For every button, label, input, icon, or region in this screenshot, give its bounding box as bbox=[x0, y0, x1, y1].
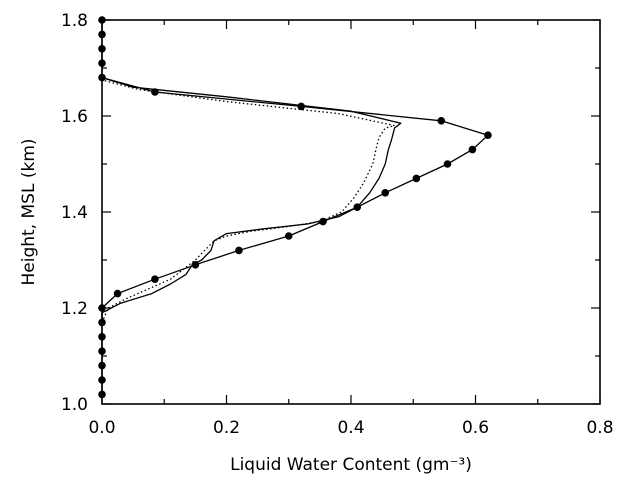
data-point bbox=[98, 73, 106, 82]
y-tick-label: 1.0 bbox=[61, 395, 88, 415]
x-tick-label: 0.8 bbox=[586, 418, 613, 438]
data-point bbox=[98, 304, 106, 312]
data-point bbox=[98, 318, 106, 327]
data-point bbox=[437, 117, 446, 125]
y-tick-label: 1.4 bbox=[61, 203, 88, 223]
y-tick-label: 1.8 bbox=[61, 11, 88, 31]
tick-labels: 0.0 0.2 0.4 0.6 0.8 1.0 1.2 1.4 1.6 1.8 bbox=[61, 11, 614, 438]
data-point bbox=[98, 376, 106, 384]
data-point bbox=[468, 145, 477, 154]
plot-frame bbox=[101, 19, 601, 405]
series-2-line bbox=[101, 76, 402, 323]
axis-ticks bbox=[101, 19, 601, 405]
series-2 bbox=[101, 76, 402, 323]
data-point bbox=[98, 45, 106, 53]
data-point bbox=[98, 59, 106, 67]
y-tick-label: 1.6 bbox=[61, 107, 88, 127]
data-point bbox=[381, 189, 390, 197]
data-point bbox=[484, 131, 492, 139]
data-point bbox=[297, 102, 306, 111]
series-1-line bbox=[101, 20, 489, 395]
x-tick-label: 0.6 bbox=[462, 418, 489, 438]
data-point bbox=[98, 30, 106, 39]
data-point bbox=[284, 232, 293, 240]
series-1 bbox=[98, 16, 492, 399]
data-point bbox=[443, 160, 452, 168]
series-layer bbox=[98, 16, 492, 399]
series-3-line bbox=[101, 79, 396, 323]
data-point bbox=[98, 347, 106, 356]
data-point bbox=[113, 289, 122, 298]
plot-border bbox=[101, 19, 601, 405]
data-point bbox=[98, 333, 106, 341]
x-tick-label: 0.0 bbox=[88, 418, 115, 438]
x-axis-label: Liquid Water Content (gm⁻³) bbox=[230, 455, 472, 475]
x-tick-label: 0.4 bbox=[337, 418, 364, 438]
data-point bbox=[98, 16, 106, 24]
series-3 bbox=[101, 79, 396, 323]
x-tick-label: 0.2 bbox=[213, 418, 240, 438]
y-axis-label: Height, MSL (km) bbox=[19, 138, 39, 285]
data-point bbox=[412, 174, 421, 183]
data-point bbox=[98, 390, 106, 399]
data-point bbox=[98, 361, 106, 370]
data-point bbox=[235, 246, 243, 255]
data-point bbox=[151, 275, 159, 284]
y-tick-label: 1.2 bbox=[61, 299, 88, 319]
